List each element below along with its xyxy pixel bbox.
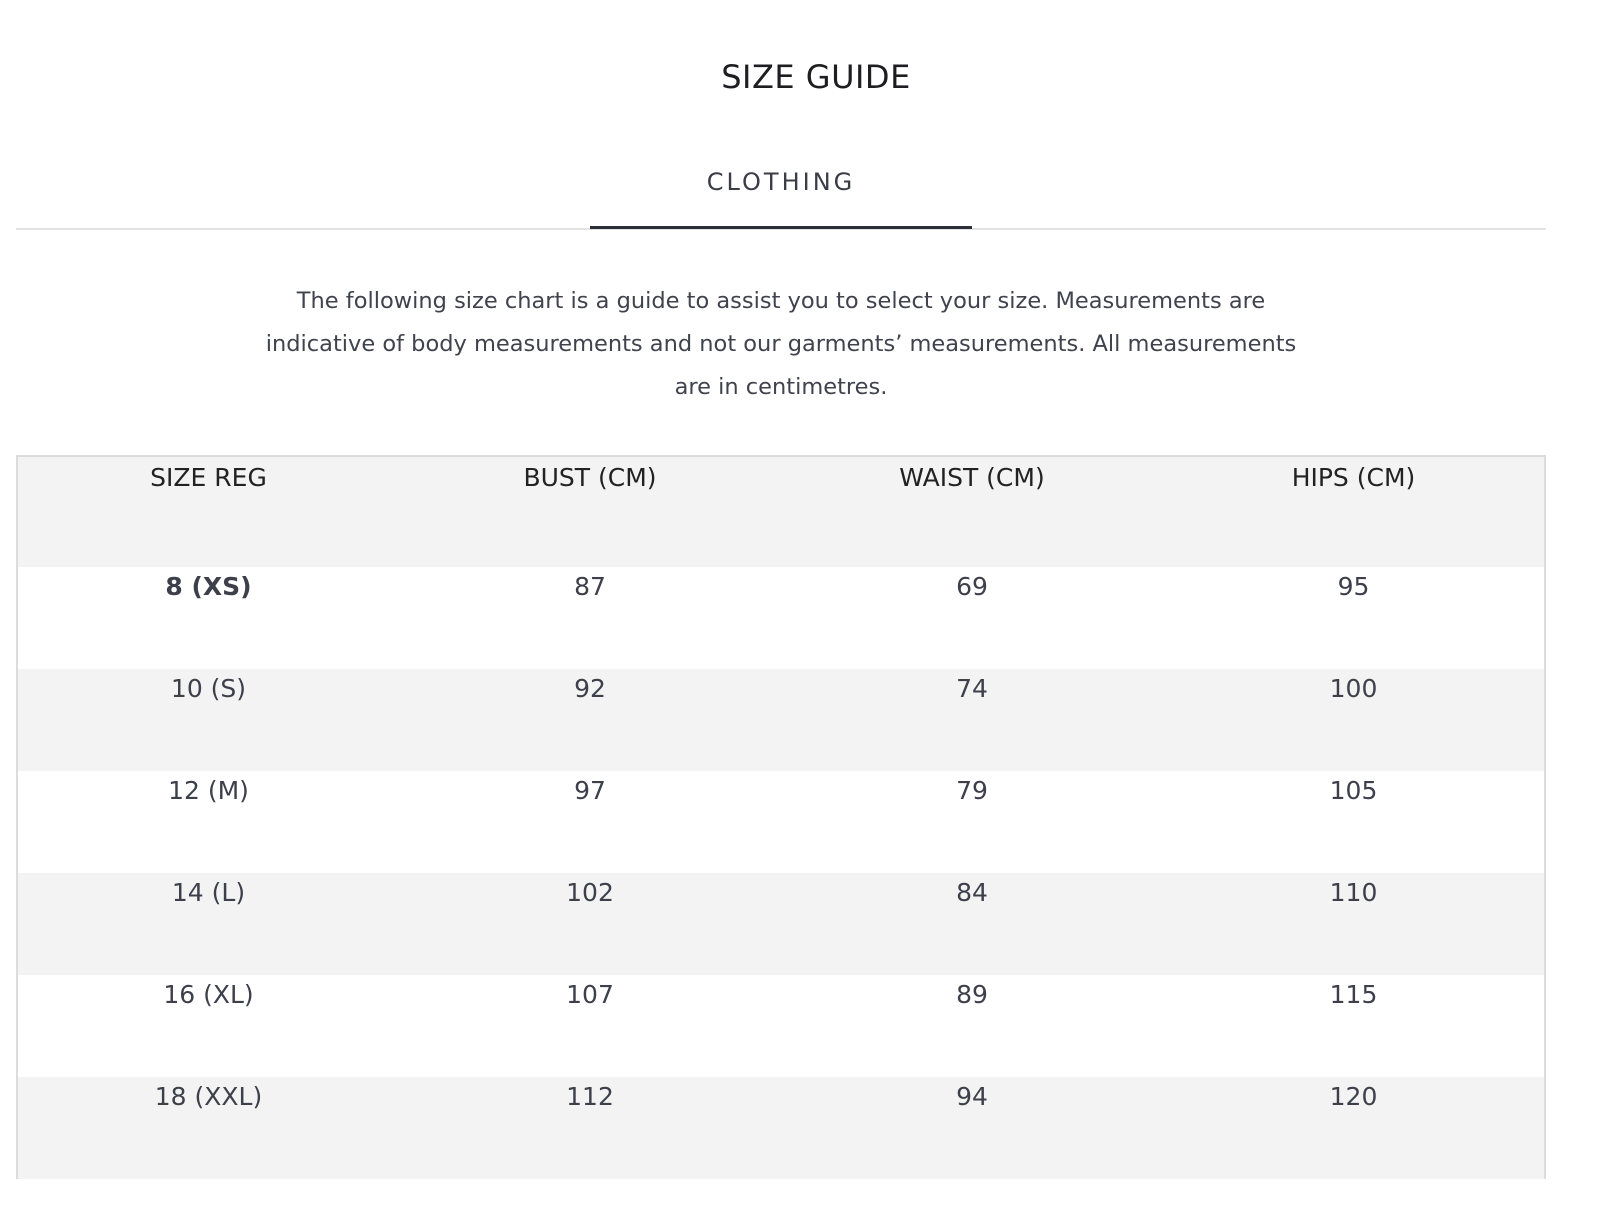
cell-bust: 92 xyxy=(399,669,781,771)
tab-clothing[interactable]: CLOTHING xyxy=(706,168,856,196)
page-title: SIZE GUIDE xyxy=(721,58,911,96)
table-row: 10 (S) 92 74 100 xyxy=(17,669,1545,771)
cell-bust: 102 xyxy=(399,873,781,975)
cell-hips: 100 xyxy=(1163,669,1545,771)
cell-hips: 110 xyxy=(1163,873,1545,975)
cell-size: 8 (XS) xyxy=(165,572,252,601)
cell-size: 12 (M) xyxy=(168,776,249,805)
header-bust: BUST (CM) xyxy=(399,456,781,567)
cell-size: 18 (XXL) xyxy=(17,1077,399,1179)
cell-hips: 95 xyxy=(1337,572,1370,601)
header-hips: HIPS (CM) xyxy=(1163,456,1545,567)
cell-size: 16 (XL) xyxy=(163,980,254,1009)
active-tab-indicator xyxy=(590,226,972,229)
cell-bust: 107 xyxy=(566,980,614,1009)
tab-bar-divider xyxy=(16,228,1546,230)
cell-size: 10 (S) xyxy=(17,669,399,771)
table-row: 12 (M) 97 79 105 xyxy=(17,771,1545,873)
table-row: 16 (XL) 107 89 115 xyxy=(17,975,1545,1077)
cell-bust: 112 xyxy=(399,1077,781,1179)
cell-waist: 79 xyxy=(956,776,988,805)
header-size: SIZE REG xyxy=(17,456,399,567)
table-row: 18 (XXL) 112 94 120 xyxy=(17,1077,1545,1179)
size-table: SIZE REG BUST (CM) WAIST (CM) HIPS (CM) … xyxy=(16,455,1546,1179)
cell-hips: 115 xyxy=(1329,980,1378,1009)
cell-size: 14 (L) xyxy=(17,873,399,975)
cell-waist: 89 xyxy=(956,980,988,1009)
header-waist: WAIST (CM) xyxy=(781,456,1163,567)
cell-waist: 94 xyxy=(781,1077,1163,1179)
table-row: 8 (XS) 87 69 95 xyxy=(17,567,1545,669)
cell-waist: 84 xyxy=(781,873,1163,975)
intro-text: The following size chart is a guide to a… xyxy=(265,288,1297,400)
cell-waist: 74 xyxy=(781,669,1163,771)
table-row: 14 (L) 102 84 110 xyxy=(17,873,1545,975)
cell-bust: 97 xyxy=(574,776,606,805)
cell-bust: 87 xyxy=(574,572,606,601)
cell-hips: 120 xyxy=(1163,1077,1545,1179)
cell-waist: 69 xyxy=(956,572,988,601)
table-header-row: SIZE REG BUST (CM) WAIST (CM) HIPS (CM) xyxy=(17,456,1545,567)
cell-hips: 105 xyxy=(1329,776,1378,805)
